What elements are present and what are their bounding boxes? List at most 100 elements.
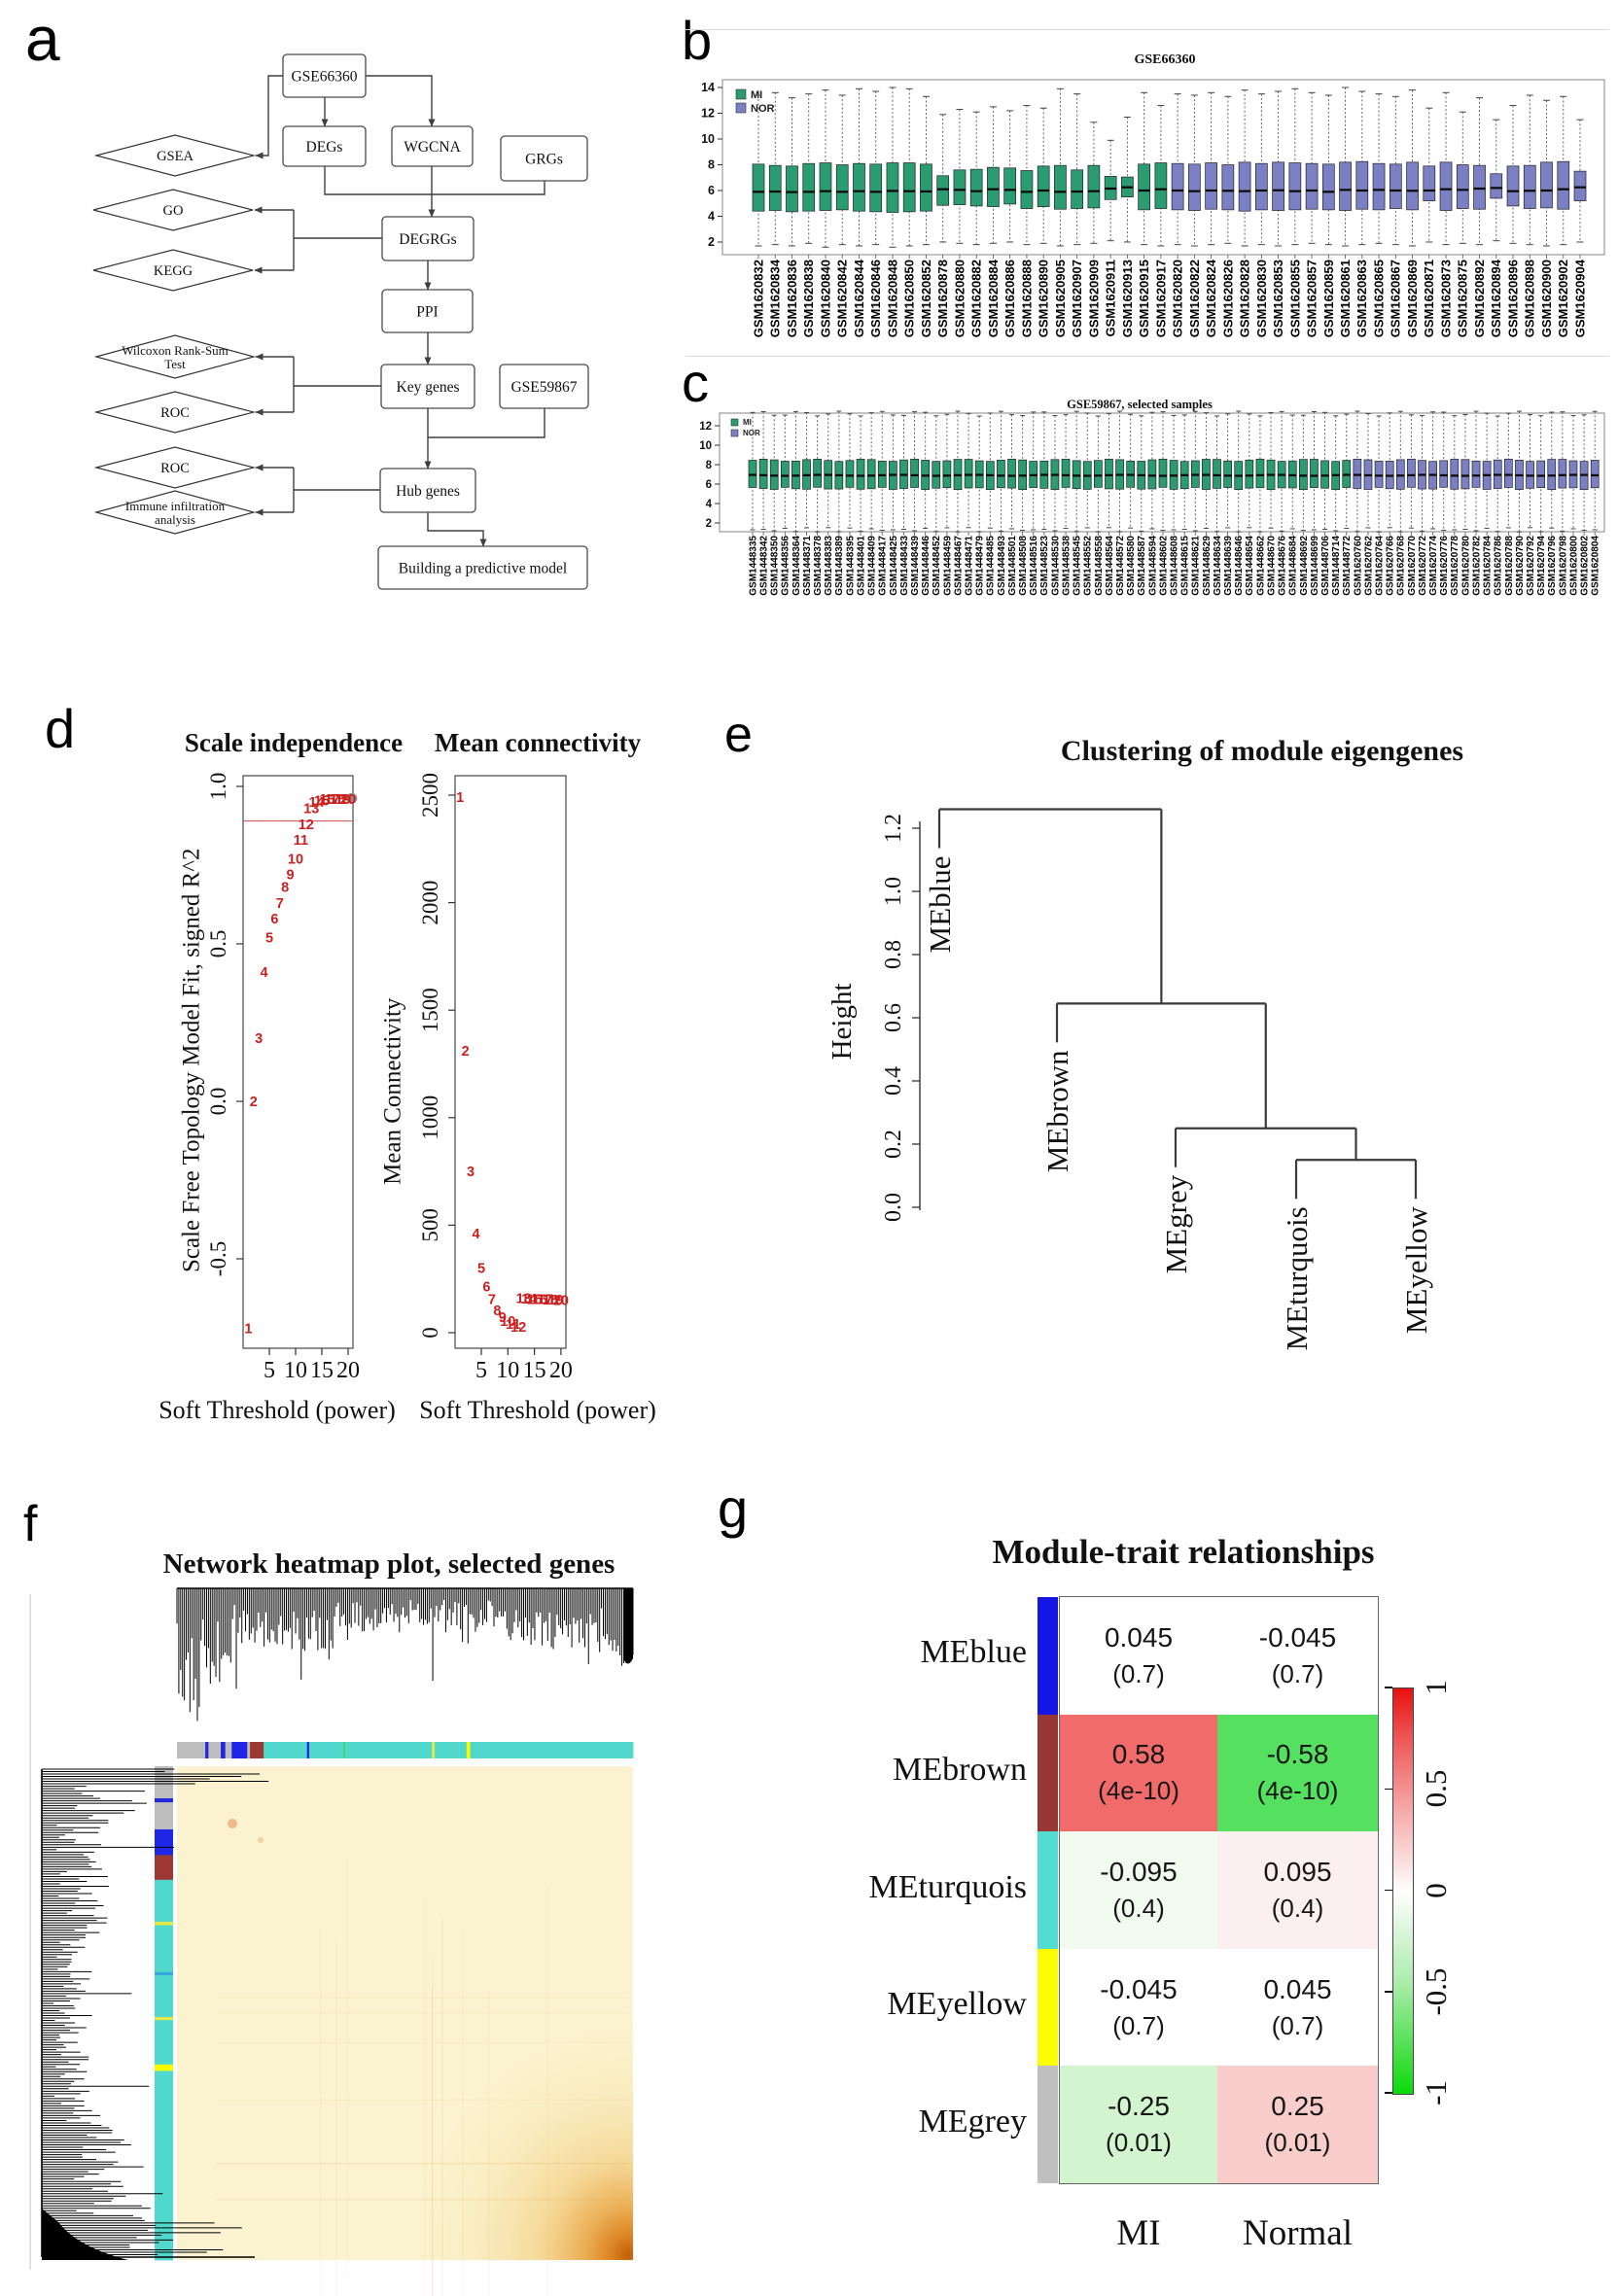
sample-label: GSM1448516 (1029, 536, 1039, 596)
power-point-label: 10 (500, 1314, 515, 1330)
panel-letter-d: d (45, 698, 76, 759)
sample-label: GSM1620888 (1019, 260, 1034, 337)
sample-label: GSM1620828 (1238, 260, 1252, 337)
power-point-label: 11 (294, 833, 308, 849)
power-point-label: 5 (265, 931, 273, 947)
scale-independence-plot: 5 10 15 201.00.50.0-0.512345678910111213141… (206, 773, 360, 1383)
flow-node-label: GRGs (525, 152, 563, 168)
sample-label: GSM1620774 (1428, 536, 1439, 596)
module-leaf-label: MEturquois (1280, 1206, 1314, 1350)
sample-label: GSM1448401 (856, 536, 866, 596)
sample-label: GSM1448479 (975, 536, 986, 596)
flow-node-keygenes: Key genes (380, 364, 475, 409)
sample-label: GSM1620905 (1053, 260, 1068, 337)
sample-label: GSM1448439 (910, 536, 921, 596)
y-tick-label: 6 (708, 184, 715, 197)
sample-label: GSM1620826 (1220, 260, 1235, 337)
box-sample: GSM1620857 (1305, 91, 1319, 337)
y-tick-label: 1000 (418, 1096, 442, 1140)
module-leaf-label: MEyellow (1399, 1206, 1433, 1334)
box-sample: GSM1448425 (889, 414, 899, 596)
y-tick-label: 0.5 (206, 930, 230, 958)
y-tick-label: 2 (708, 235, 715, 249)
x-tick-label: 20 (336, 1358, 360, 1383)
box-sample: GSM1620800 (1568, 414, 1579, 596)
sample-label: GSM1620780 (1460, 536, 1471, 596)
box-sample: GSM1620890 (1037, 107, 1051, 337)
sample-label: GSM1620820 (1171, 260, 1185, 337)
box-sample: GSM1620832 (751, 94, 765, 337)
flow-node-label: PPI (416, 304, 438, 321)
sample-label: GSM1620762 (1363, 536, 1374, 596)
box-sample: GSM1620774 (1428, 411, 1439, 596)
height-tick-label: 1.0 (881, 877, 906, 906)
sample-label: GSM1448508 (1018, 536, 1029, 596)
box-sample: GSM1620888 (1019, 105, 1034, 337)
sample-label: GSM1448684 (1288, 536, 1299, 596)
colorbar-tick (1385, 1788, 1392, 1791)
colorbar-tick-label: 1 (1419, 1680, 1453, 1695)
box-sample: GSM1448572 (1115, 410, 1126, 596)
sample-label: GSM1620867 (1389, 260, 1403, 337)
module-trait-title: Module-trait relationships (992, 1533, 1375, 1571)
p-value: (4e-10) (1256, 1776, 1339, 1806)
sample-label: GSM1620844 (852, 259, 866, 337)
y-tick-label: 4 (708, 210, 715, 224)
module-color-strip (1038, 1831, 1058, 1950)
flow-node-label: WGCNA (404, 139, 461, 156)
flow-node-hubgenes: Hub genes (379, 468, 476, 513)
sample-label: GSM1620776 (1439, 536, 1450, 596)
box-sample: GSM1620804 (1591, 410, 1601, 596)
box-sample: GSM1620902 (1556, 95, 1570, 337)
y-tick-label: 0.0 (206, 1088, 230, 1116)
box-sample: GSM1620907 (1070, 93, 1084, 337)
sample-label: GSM1620838 (801, 260, 816, 337)
power-point-label: 13 (303, 802, 319, 818)
module-row-label: MEturquois (868, 1868, 1027, 1905)
box-sample: GSM1448608 (1169, 414, 1179, 596)
sample-label: GSM1448493 (997, 536, 1007, 596)
box-sample: GSM1620873 (1438, 91, 1453, 337)
colorbar (1392, 1687, 1414, 2095)
flow-node-label: analysis (155, 512, 195, 527)
box-sample: GSM1620766 (1386, 412, 1396, 596)
network-heatmap-plot (29, 1587, 634, 2296)
sample-label: GSM1620796 (1547, 536, 1558, 596)
box-sample: GSM1448485 (986, 412, 997, 596)
box-sample: GSM1620768 (1396, 410, 1407, 596)
box-sample: GSM1448508 (1018, 415, 1029, 596)
box-sample: GSM1620859 (1321, 94, 1336, 337)
box-sample: GSM1448433 (899, 414, 910, 596)
box-sample: GSM1620886 (1002, 110, 1017, 337)
sample-label: GSM1448699 (1310, 536, 1320, 596)
power-point-label: 18 (330, 792, 345, 808)
sample-label: GSM1448471 (965, 536, 975, 596)
power-point-label: 19 (335, 792, 351, 808)
gse59867-title: GSE59867, selected samples (1067, 398, 1213, 411)
module-color-strip (1038, 1948, 1058, 2067)
box-sample: GSM1448615 (1180, 414, 1191, 596)
power-point-label: 20 (340, 792, 356, 808)
divider-bc (686, 356, 1609, 357)
box-sample: GSM1620900 (1539, 99, 1554, 337)
si-yaxis-title: Scale Free Topology Model Fit, signed R^… (178, 848, 205, 1273)
box-sample: GSM1448459 (942, 413, 953, 596)
sample-label: GSM1620869 (1405, 260, 1420, 337)
box-sample: GSM1448439 (910, 411, 921, 596)
module-leaf-label: MEblue (923, 856, 957, 954)
colorbar-tick (1385, 2092, 1392, 2094)
box-sample: GSM1620824 (1204, 91, 1218, 337)
p-value: (4e-10) (1098, 1776, 1179, 1806)
box-sample: GSM1620869 (1405, 89, 1420, 337)
sample-label: GSM1620852 (919, 260, 933, 337)
power-point-label: 18 (543, 1293, 558, 1308)
flow-edge (427, 512, 487, 547)
box-sample: GSM1620792 (1526, 413, 1536, 596)
box-sample: GSM1620776 (1439, 411, 1450, 596)
power-point-label: 4 (261, 965, 268, 981)
box-sample: GSM1448356 (781, 414, 791, 596)
sample-label: GSM1620911 (1104, 260, 1118, 337)
power-point-label: 11 (506, 1317, 520, 1333)
box-sample: GSM1620878 (935, 114, 950, 337)
